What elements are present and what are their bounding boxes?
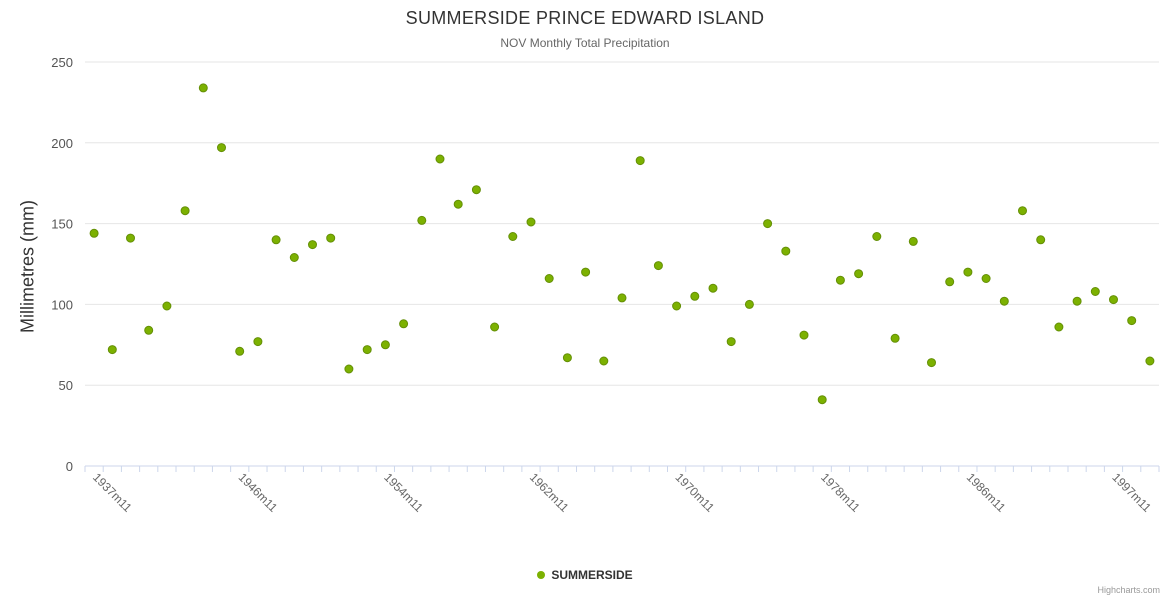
legend-label: SUMMERSIDE [551, 568, 633, 582]
data-point[interactable] [635, 156, 645, 166]
data-point[interactable] [198, 83, 208, 93]
data-point[interactable] [380, 340, 390, 350]
data-point[interactable] [399, 319, 409, 329]
legend: SUMMERSIDE [0, 568, 1170, 582]
y-axis-tick-label: 100 [51, 297, 73, 312]
data-point[interactable] [471, 185, 481, 195]
data-point[interactable] [617, 293, 627, 303]
data-point[interactable] [854, 269, 864, 279]
y-axis-tick-label: 150 [51, 217, 73, 232]
data-point[interactable] [144, 325, 154, 335]
data-point[interactable] [981, 274, 991, 283]
y-axis-tick-label: 200 [51, 136, 73, 151]
data-point[interactable] [1072, 296, 1082, 306]
legend-marker-icon [537, 571, 546, 579]
data-point[interactable] [508, 232, 518, 241]
data-point[interactable] [253, 337, 263, 347]
y-axis-tick-label: 250 [51, 55, 73, 70]
data-point[interactable] [435, 154, 445, 164]
data-point[interactable] [763, 219, 773, 229]
data-point[interactable] [544, 274, 554, 283]
data-point[interactable] [908, 236, 918, 246]
data-point[interactable] [799, 330, 809, 340]
x-axis-tick-label: 1978m11 [818, 470, 863, 515]
data-point[interactable] [890, 333, 900, 343]
data-point[interactable] [581, 267, 591, 277]
data-point[interactable] [963, 267, 973, 277]
data-point[interactable] [180, 206, 190, 216]
data-point[interactable] [1090, 287, 1100, 296]
data-point[interactable] [999, 296, 1009, 306]
data-point[interactable] [289, 253, 299, 262]
data-point[interactable] [744, 299, 754, 309]
data-point[interactable] [672, 301, 682, 311]
x-axis-tick-label: 1954m11 [381, 470, 426, 515]
data-point[interactable] [453, 199, 463, 209]
data-point[interactable] [362, 345, 372, 355]
data-point[interactable] [708, 283, 718, 293]
data-point[interactable] [653, 261, 663, 271]
x-axis-tick-label: 1997m11 [1109, 470, 1154, 515]
data-point[interactable] [726, 337, 736, 347]
x-axis-tick-label: 1937m11 [90, 470, 135, 515]
data-point[interactable] [271, 235, 281, 245]
x-axis-tick-label: 1962m11 [527, 470, 572, 515]
data-point[interactable] [107, 345, 117, 355]
data-point[interactable] [781, 246, 791, 256]
y-axis-tick-label: 50 [59, 378, 73, 393]
data-point[interactable] [217, 143, 226, 153]
data-point[interactable] [526, 217, 536, 227]
data-point[interactable] [89, 228, 99, 238]
data-point[interactable] [308, 240, 317, 250]
chart-title: SUMMERSIDE PRINCE EDWARD ISLAND [405, 8, 765, 28]
x-axis-tick-label: 1970m11 [672, 470, 717, 515]
legend-item-summerside[interactable]: SUMMERSIDE [537, 568, 633, 582]
data-point[interactable] [1145, 356, 1155, 366]
data-point[interactable] [872, 232, 882, 241]
data-point[interactable] [326, 233, 336, 243]
data-point[interactable] [835, 275, 845, 285]
y-axis-tick-label: 0 [66, 459, 73, 474]
data-point[interactable] [817, 395, 827, 405]
data-point[interactable] [1054, 322, 1064, 332]
data-point[interactable] [562, 353, 572, 363]
data-point[interactable] [690, 291, 700, 301]
data-point[interactable] [417, 215, 427, 225]
data-point[interactable] [1036, 235, 1046, 245]
data-point[interactable] [927, 358, 936, 368]
data-point[interactable] [490, 322, 500, 332]
data-point[interactable] [1109, 295, 1118, 305]
x-axis-tick-label: 1946m11 [236, 470, 281, 515]
data-point[interactable] [1127, 316, 1137, 326]
x-axis-tick-label: 1986m11 [964, 470, 1009, 515]
data-point[interactable] [599, 356, 609, 366]
data-point[interactable] [162, 301, 172, 311]
data-point[interactable] [945, 277, 955, 287]
data-point[interactable] [1018, 206, 1027, 216]
data-point[interactable] [126, 233, 135, 243]
data-point[interactable] [344, 364, 354, 374]
credits-link[interactable]: Highcharts.com [1097, 585, 1160, 595]
data-point[interactable] [235, 346, 245, 356]
chart-subtitle: NOV Monthly Total Precipitation [500, 36, 670, 50]
